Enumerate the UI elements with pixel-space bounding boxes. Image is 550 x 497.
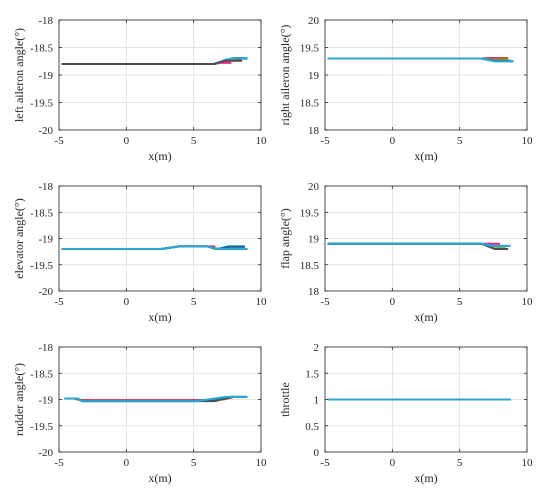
x-tick-label: 10 bbox=[522, 296, 534, 308]
y-tick-label: -20 bbox=[38, 125, 53, 137]
x-tick-label: 10 bbox=[256, 135, 268, 147]
x-tick-label: 10 bbox=[256, 296, 268, 308]
y-axis-label: rudder angle(°) bbox=[12, 363, 26, 436]
y-tick-label: 19 bbox=[308, 70, 320, 82]
x-tick-label: 0 bbox=[390, 457, 396, 469]
x-axis-label: x(m) bbox=[414, 471, 437, 485]
x-tick-label: 5 bbox=[457, 135, 463, 147]
chart-panel: -5 0 5 10 -18 -18.5 -19 -19.5 -20 x(m) elevator an… bbox=[12, 181, 267, 324]
y-tick-label: -20 bbox=[38, 447, 53, 459]
y-tick-label: 18.5 bbox=[300, 260, 320, 272]
chart-panel: -5 0 5 10 20 19.5 19 18.5 18 x(m) flap angle(°) bbox=[278, 181, 533, 324]
y-tick-label: -18.5 bbox=[30, 368, 53, 380]
y-tick-label: 18 bbox=[308, 286, 320, 298]
y-tick-label: 19.5 bbox=[300, 43, 320, 55]
y-tick-label: -19.5 bbox=[30, 260, 53, 272]
y-axis-label: right aileron angle(°) bbox=[278, 25, 292, 126]
series-line bbox=[327, 242, 511, 247]
y-tick-label: 18.5 bbox=[300, 98, 320, 110]
x-tick-label: 10 bbox=[256, 457, 268, 469]
y-tick-label: -18 bbox=[38, 15, 53, 27]
series-line bbox=[61, 245, 248, 250]
y-tick-label: 2 bbox=[314, 342, 320, 354]
x-tick-label: 5 bbox=[191, 457, 197, 469]
x-tick-label: 5 bbox=[191, 296, 197, 308]
y-axis-label: elevator angle(°) bbox=[12, 198, 26, 278]
x-tick-label: 0 bbox=[124, 296, 130, 308]
x-axis-label: x(m) bbox=[148, 310, 171, 324]
x-tick-label: -5 bbox=[320, 135, 330, 147]
y-tick-label: -19.5 bbox=[30, 98, 53, 110]
chart-panel: -5 0 5 10 -18 -18.5 -19 -19.5 -20 x(m) rudder angl… bbox=[12, 342, 267, 485]
x-tick-label: 10 bbox=[522, 135, 534, 147]
y-tick-label: -18 bbox=[38, 181, 53, 193]
x-tick-label: -5 bbox=[54, 457, 64, 469]
x-axis-label: x(m) bbox=[148, 471, 171, 485]
series-line bbox=[64, 395, 248, 403]
x-tick-label: 5 bbox=[457, 457, 463, 469]
chart-panel: -5 0 5 10 20 19.5 19 18.5 18 x(m) right aileron an… bbox=[278, 15, 533, 163]
x-tick-label: -5 bbox=[320, 457, 330, 469]
y-tick-label: -19 bbox=[38, 70, 53, 82]
x-tick-label: 0 bbox=[124, 135, 130, 147]
y-tick-label: 20 bbox=[308, 15, 320, 27]
x-tick-label: 10 bbox=[522, 457, 534, 469]
y-tick-label: 20 bbox=[308, 181, 320, 193]
y-tick-label: -19 bbox=[38, 395, 53, 407]
y-tick-label: -20 bbox=[38, 286, 53, 298]
y-tick-label: -18.5 bbox=[30, 43, 53, 55]
y-axis-label: flap angle(°) bbox=[278, 208, 292, 268]
y-tick-label: 0.5 bbox=[305, 421, 319, 433]
x-tick-label: 0 bbox=[390, 135, 396, 147]
series-line bbox=[327, 57, 514, 63]
y-tick-label: 1 bbox=[314, 395, 320, 407]
y-tick-label: 19 bbox=[308, 234, 320, 246]
x-axis-label: x(m) bbox=[148, 149, 171, 163]
x-tick-label: 5 bbox=[457, 296, 463, 308]
y-tick-label: 18 bbox=[308, 125, 320, 137]
y-tick-label: -18.5 bbox=[30, 207, 53, 219]
x-axis-label: x(m) bbox=[414, 149, 437, 163]
chart-panel: -5 0 5 10 -18 -18.5 -19 -19.5 -20 x(m) left ailero… bbox=[12, 15, 267, 163]
y-tick-label: -19.5 bbox=[30, 421, 53, 433]
y-axis-label: throttle bbox=[278, 382, 292, 417]
x-axis-label: x(m) bbox=[414, 310, 437, 324]
x-tick-label: 5 bbox=[191, 135, 197, 147]
chart-panels: -5 0 5 10-18-18.5-19-19.5-20x(m)left ailero… bbox=[12, 15, 533, 485]
x-tick-label: -5 bbox=[54, 296, 64, 308]
y-tick-label: 19.5 bbox=[300, 207, 320, 219]
y-tick-label: 0 bbox=[314, 447, 320, 459]
y-tick-label: -19 bbox=[38, 234, 53, 246]
y-axis-label: left aileron angle(°) bbox=[12, 28, 26, 122]
x-tick-label: -5 bbox=[320, 296, 330, 308]
x-tick-label: -5 bbox=[54, 135, 64, 147]
x-tick-label: 0 bbox=[390, 296, 396, 308]
y-tick-label: 1.5 bbox=[305, 368, 319, 380]
y-tick-label: -18 bbox=[38, 342, 53, 354]
series-line bbox=[61, 59, 243, 65]
x-tick-label: 0 bbox=[124, 457, 130, 469]
